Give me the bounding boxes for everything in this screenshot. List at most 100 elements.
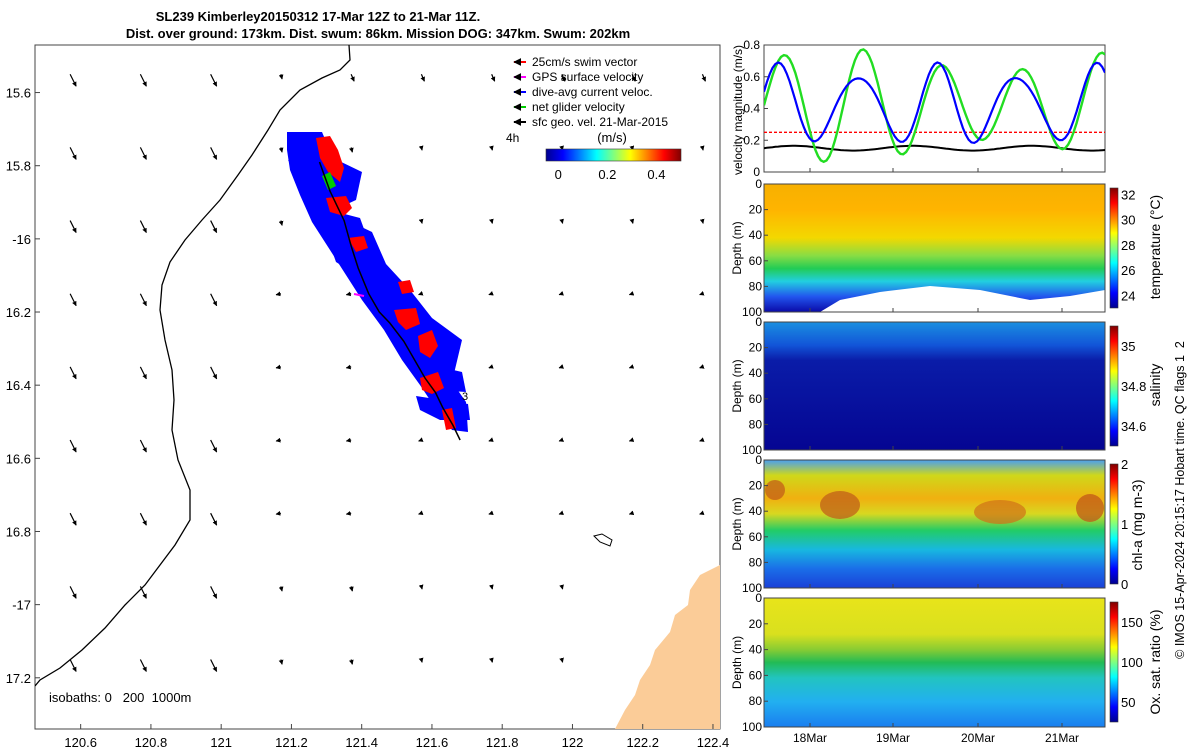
current-arrow (210, 586, 218, 599)
map-y-tick-label: 17.2 (6, 671, 31, 686)
legend-label: net glider velocity (532, 100, 625, 114)
oxygen-frame (763, 597, 1106, 728)
current-arrow (69, 293, 77, 307)
current-arrow (275, 437, 282, 443)
time-axis: 18Mar 19Mar 20Mar 21Mar (793, 168, 1079, 745)
oxygen-colorbar (1109, 601, 1119, 723)
current-arrow (559, 218, 564, 224)
current-arrow (348, 586, 354, 592)
current-arrow (418, 510, 424, 515)
salinity-panel: 0 20 40 60 80 100 Depth (m) 35 34.8 34.6 salinity (730, 315, 1163, 457)
current-arrow (699, 291, 705, 296)
current-arrow (139, 586, 147, 599)
chla-panel: 0 20 40 60 80 100 Depth (m) 2 1 0 chl-a (mg m-3) (730, 453, 1145, 595)
colorbar-tick-label: 50 (1121, 695, 1135, 710)
current-arrow (69, 586, 77, 599)
current-arrow (628, 510, 635, 515)
velocity-y-label: velocity magnitude (m/s) (731, 45, 745, 175)
velocity-y-tick-label: 0.2 (743, 133, 760, 147)
colorbar-tick-label: 0 (1121, 577, 1128, 592)
current-arrow (210, 220, 218, 234)
credit-text: © IMOS 15-Apr-2024 20:15:17 Hobart time.… (1173, 341, 1187, 659)
swim-vector-fan (398, 280, 414, 294)
depth-tick-label: 40 (749, 228, 763, 242)
current-arrow (488, 364, 494, 369)
isobath-line (35, 45, 351, 687)
current-arrow (278, 586, 284, 592)
island (593, 533, 613, 547)
current-vector-fan (330, 245, 385, 276)
colorbar-tick-label: 34.6 (1121, 419, 1146, 434)
current-arrow (348, 659, 354, 665)
salinity-label: salinity (1147, 364, 1163, 407)
current-arrow (139, 293, 147, 307)
depth-tick-label: 0 (755, 315, 762, 329)
map-x-tick-label: 121.6 (416, 735, 449, 750)
current-arrow (139, 439, 147, 453)
gps-surface-velocity (353, 293, 365, 297)
current-arrow (490, 74, 496, 82)
current-vector-fan (358, 284, 415, 316)
depth-tick-label: 60 (749, 668, 763, 682)
depth-tick-label: 100 (742, 443, 762, 457)
chla-frame (763, 459, 1106, 589)
depth-tick-label: 0 (755, 591, 762, 605)
current-arrow (628, 364, 635, 369)
depth-tick-label: 40 (749, 366, 763, 380)
depth-axis-label: Depth (m) (730, 359, 744, 412)
oxygen-label: Ox. sat. ratio (%) (1147, 609, 1163, 714)
colorbar-tick-label: 0.4 (647, 167, 665, 182)
velocity-y-tick-label: 0.8 (743, 38, 760, 52)
series-dive-avg-current (764, 61, 1105, 145)
current-vector-fan (310, 205, 368, 240)
current-arrow (275, 510, 282, 516)
current-arrow (278, 659, 284, 665)
depth-tick-label: 60 (749, 530, 763, 544)
current-arrow (420, 74, 425, 82)
depth-tick-label: 40 (749, 504, 763, 518)
colorbar-tick-label: 100 (1121, 655, 1143, 670)
current-arrow (558, 510, 564, 515)
salinity-colorbar (1109, 325, 1119, 447)
series-geostrophic (764, 144, 1105, 152)
depth-axis-label: Depth (m) (730, 497, 744, 550)
current-arrow (210, 366, 218, 380)
current-arrow (699, 364, 705, 369)
colorbar-tick-label: 34.8 (1121, 379, 1146, 394)
legend-label: GPS surface velocity (532, 70, 643, 84)
glider-track (287, 132, 470, 441)
title-line-2: Dist. over ground: 173km. Dist. swum: 86… (126, 26, 630, 41)
depth-tick-label: 20 (749, 203, 763, 217)
current-arrow (210, 512, 218, 526)
time-tick-label: 18Mar (793, 731, 827, 745)
salinity-field (764, 322, 1105, 450)
map-y-tick-label: 16.8 (6, 524, 31, 539)
current-arrow (488, 584, 494, 590)
time-tick-label: 19Mar (876, 731, 910, 745)
map-y-tick-label: 15.6 (6, 86, 31, 101)
current-arrow (69, 147, 77, 160)
chla-label: chl-a (mg m-3) (1129, 479, 1145, 570)
current-arrow (699, 145, 705, 151)
title-line-1: SL239 Kimberley20150312 17-Mar 12Z to 21… (156, 9, 480, 24)
glider-path (318, 161, 461, 441)
map-y-tick-label: 16.2 (6, 305, 31, 320)
map-x-axis: 120.6 120.8 121 121.2 121.4 121.6 121.8 122 122.… (64, 724, 729, 750)
chla-maximum-patch (1076, 494, 1104, 522)
current-arrow (701, 74, 706, 82)
depth-axis-label: Depth (m) (730, 636, 744, 689)
current-arrow (345, 437, 352, 443)
current-arrow (561, 74, 566, 82)
land-area (615, 565, 720, 729)
colorbar-tick-label: 2 (1121, 457, 1128, 472)
oxygen-field (764, 598, 1105, 727)
current-arrow (69, 366, 77, 380)
velocity-y-tick-label: 0.4 (743, 102, 760, 116)
chla-maximum-patch (765, 480, 785, 500)
temperature-panel: 0 20 40 60 80 100 Depth (m) 32 30 28 26 24 temperat… (730, 177, 1163, 319)
current-arrow (69, 220, 77, 234)
current-arrow (348, 147, 354, 153)
map-panel: 4h 3 isobaths: 0 200 1000m 25cm/s swim v… (6, 44, 729, 750)
current-arrow (210, 73, 218, 87)
current-arrow (139, 73, 147, 87)
